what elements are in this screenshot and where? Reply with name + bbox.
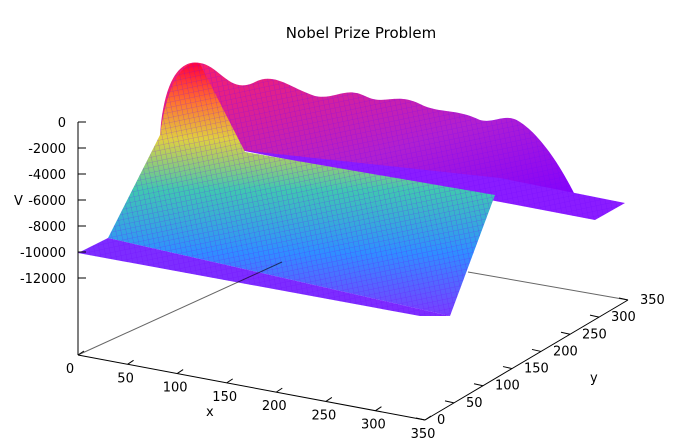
y-tick-label: 250 (582, 327, 607, 342)
y-tick-label: 200 (553, 344, 578, 359)
y-tick-label: 300 (611, 310, 636, 325)
y-tick (618, 297, 629, 301)
z-tick-label: -12000 (20, 272, 66, 287)
x-tick (424, 415, 432, 421)
y-tick-label: 150 (524, 362, 549, 377)
z-tick-label: -4000 (28, 168, 66, 183)
y-tick-label: 100 (495, 379, 520, 394)
y-tick (589, 314, 600, 318)
x-tick (375, 406, 382, 412)
y-tick (531, 348, 542, 352)
x-tick-label: 0 (66, 362, 74, 377)
back-x-axis-line (77, 261, 283, 356)
y-tick (560, 331, 571, 335)
x-tick-label: 100 (163, 381, 188, 396)
z-tick-label: -2000 (28, 142, 66, 157)
x-tick-label: 250 (311, 408, 336, 423)
x-tick-label: 50 (117, 371, 134, 386)
tick-marks (77, 121, 629, 421)
x-tick (176, 369, 184, 374)
surface (78, 62, 625, 316)
y-tick (473, 383, 484, 387)
x-axis-line (77, 354, 426, 421)
y-axis-label: y (590, 371, 598, 386)
y-tick (415, 417, 426, 421)
x-tick (226, 378, 233, 384)
y-tick-label: 0 (437, 413, 445, 428)
tick-labels: 0 -2000 -4000 -6000 -8000 -10000 -12000 0 50 100 1… (20, 116, 665, 441)
z-tick-label: -10000 (20, 246, 66, 261)
x-tick (127, 359, 134, 365)
y-tick-label: 50 (466, 396, 483, 411)
z-axis-label: V (14, 194, 23, 209)
z-tick-label: -8000 (28, 220, 66, 235)
x-tick (276, 387, 283, 393)
chart-title: Nobel Prize Problem (286, 24, 436, 42)
x-tick-label: 300 (361, 418, 386, 433)
x-axis-label: x (206, 405, 214, 420)
y-tick (444, 400, 455, 404)
x-tick-label: 350 (411, 427, 436, 441)
x-tick (77, 350, 85, 356)
z-tick-label: 0 (58, 116, 66, 131)
back-y-axis-line (467, 271, 629, 301)
x-tick (325, 397, 333, 402)
y-tick-label: 350 (640, 293, 665, 308)
y-tick (502, 366, 513, 370)
x-tick-label: 150 (212, 390, 237, 405)
axes (77, 122, 629, 421)
z-tick-label: -6000 (28, 194, 66, 209)
y-axis-line (424, 299, 629, 421)
x-tick-label: 200 (262, 399, 287, 414)
